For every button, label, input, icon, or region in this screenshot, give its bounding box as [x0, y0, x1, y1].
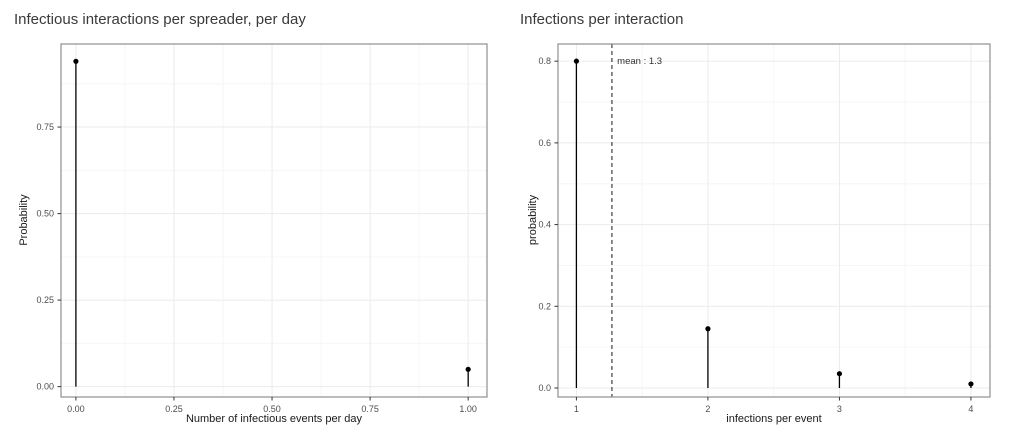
- panel-border: [60, 43, 488, 398]
- x-axis-title: infections per event: [726, 413, 822, 425]
- x-tick-label: 0.25: [165, 404, 183, 414]
- x-tick-label: 1.00: [459, 404, 477, 414]
- x-tick-label: 3: [837, 404, 842, 414]
- chart-infectious-interactions: 0.00 0.25 0.50 0.75 1.00 0.00 0.25 0.50 0.75 Inf…: [0, 0, 506, 438]
- y-tick-label: 0.2: [538, 301, 551, 311]
- data-point: [705, 326, 711, 332]
- panel-background: [61, 44, 487, 397]
- mean-annotation: mean : 1.3: [617, 56, 662, 67]
- y-tick-label: 0.4: [538, 220, 551, 230]
- chart-title: Infections per interaction: [520, 11, 684, 28]
- y-tick-label: 0.8: [538, 56, 551, 66]
- y-axis-title: Probability: [18, 194, 30, 246]
- x-tick-label: 2: [705, 404, 710, 414]
- y-axis-title: probability: [527, 194, 539, 246]
- y-tick-label: 0.25: [36, 295, 54, 305]
- data-point: [573, 58, 580, 64]
- x-tick-label: 0.75: [361, 404, 379, 414]
- x-tick-label: 0.00: [67, 404, 85, 414]
- plot-panel-right: 1 2 3 4 0.0 0.2 0.4 0.6 0.8 mean : 1.3: [538, 43, 991, 414]
- x-axis-title: Number of infectious events per day: [185, 413, 363, 425]
- x-tick-label: 1: [574, 404, 579, 414]
- y-tick-label: 0.6: [538, 138, 551, 148]
- data-point: [968, 381, 974, 387]
- data-point: [836, 371, 843, 377]
- x-tick-label: 4: [968, 404, 973, 414]
- panel-border: [557, 43, 991, 398]
- chart-title: Infectious interactions per spreader, pe…: [14, 11, 306, 28]
- chart-infections-per-interaction: 1 2 3 4 0.0 0.2 0.4 0.6 0.8 mean : 1.3 Infections…: [516, 0, 1032, 438]
- plot-panel-left: 0.00 0.25 0.50 0.75 1.00 0.00 0.25 0.50 0.75: [36, 43, 488, 414]
- y-tick-label: 0.0: [538, 383, 551, 393]
- y-tick-label: 0.75: [36, 122, 54, 132]
- data-point: [465, 366, 471, 372]
- data-point: [73, 58, 79, 64]
- y-tick-label: 0.00: [36, 382, 54, 392]
- x-tick-label: 0.50: [263, 404, 281, 414]
- y-tick-label: 0.50: [36, 209, 54, 219]
